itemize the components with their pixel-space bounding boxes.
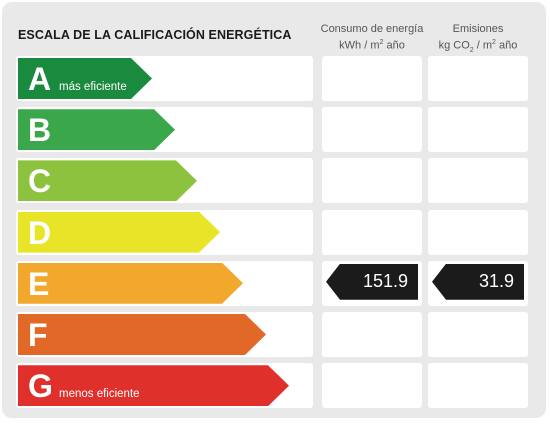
consumo-cell	[322, 107, 422, 153]
rating-sublabel: más eficiente	[59, 81, 127, 93]
consumo-cell	[322, 56, 422, 101]
consumo-header: Consumo de energía kWh / m2 año	[317, 22, 427, 53]
consumo-cell	[322, 209, 422, 255]
emisiones-header-line1: Emisiones	[452, 23, 504, 35]
rating-letter: C	[28, 163, 52, 200]
consumo-value-badge: 151.9	[326, 263, 418, 300]
rating-arrow-g: G menos eficiente	[18, 365, 289, 406]
consumo-cell	[322, 363, 422, 409]
rating-arrow-c: C	[18, 160, 197, 201]
emisiones-cell	[428, 56, 528, 101]
emisiones-cell	[428, 107, 528, 153]
rating-letter: G	[28, 368, 53, 405]
rating-row-b: B	[0, 107, 550, 153]
rating-arrow-f: F	[18, 314, 266, 355]
rating-row-a: A más eficiente	[0, 56, 550, 101]
rating-sublabel: menos eficiente	[59, 388, 140, 401]
rating-arrow-a: A más eficiente	[18, 58, 152, 99]
consumo-value: 151.9	[362, 270, 408, 291]
emisiones-header: Emisiones kg CO2 / m2 año	[423, 22, 533, 58]
emisiones-header-unit: kg CO2 / m2 año	[438, 39, 518, 54]
rating-row-d: D	[0, 209, 550, 255]
rating-row-c: C	[0, 158, 550, 204]
consumo-header-line1: Consumo de energía	[320, 23, 424, 35]
rating-row-g: G menos eficiente	[0, 363, 550, 409]
scale-title: ESCALA DE LA CALIFICACIÓN ENERGÉTICA	[18, 28, 292, 42]
rating-arrow-e: E	[18, 263, 243, 304]
emisiones-cell	[428, 312, 528, 357]
emisiones-value-badge: 31.9	[432, 263, 524, 300]
rating-letter: A	[28, 61, 52, 97]
consumo-cell	[322, 312, 422, 357]
rating-arrow-d: D	[18, 212, 220, 253]
rating-letter: D	[28, 214, 52, 251]
rating-letter: F	[28, 317, 48, 353]
rating-arrow-b: B	[18, 109, 175, 150]
emisiones-cell	[428, 363, 528, 409]
consumo-cell	[322, 158, 422, 204]
emisiones-cell	[428, 209, 528, 255]
emisiones-cell	[428, 158, 528, 204]
rating-letter: B	[28, 112, 52, 149]
rating-row-e: E 151.9 31.9	[0, 260, 550, 306]
rating-letter: E	[28, 265, 50, 302]
emisiones-value: 31.9	[478, 270, 514, 291]
consumo-header-unit: kWh / m2 año	[339, 39, 405, 52]
rating-row-f: F	[0, 312, 550, 357]
